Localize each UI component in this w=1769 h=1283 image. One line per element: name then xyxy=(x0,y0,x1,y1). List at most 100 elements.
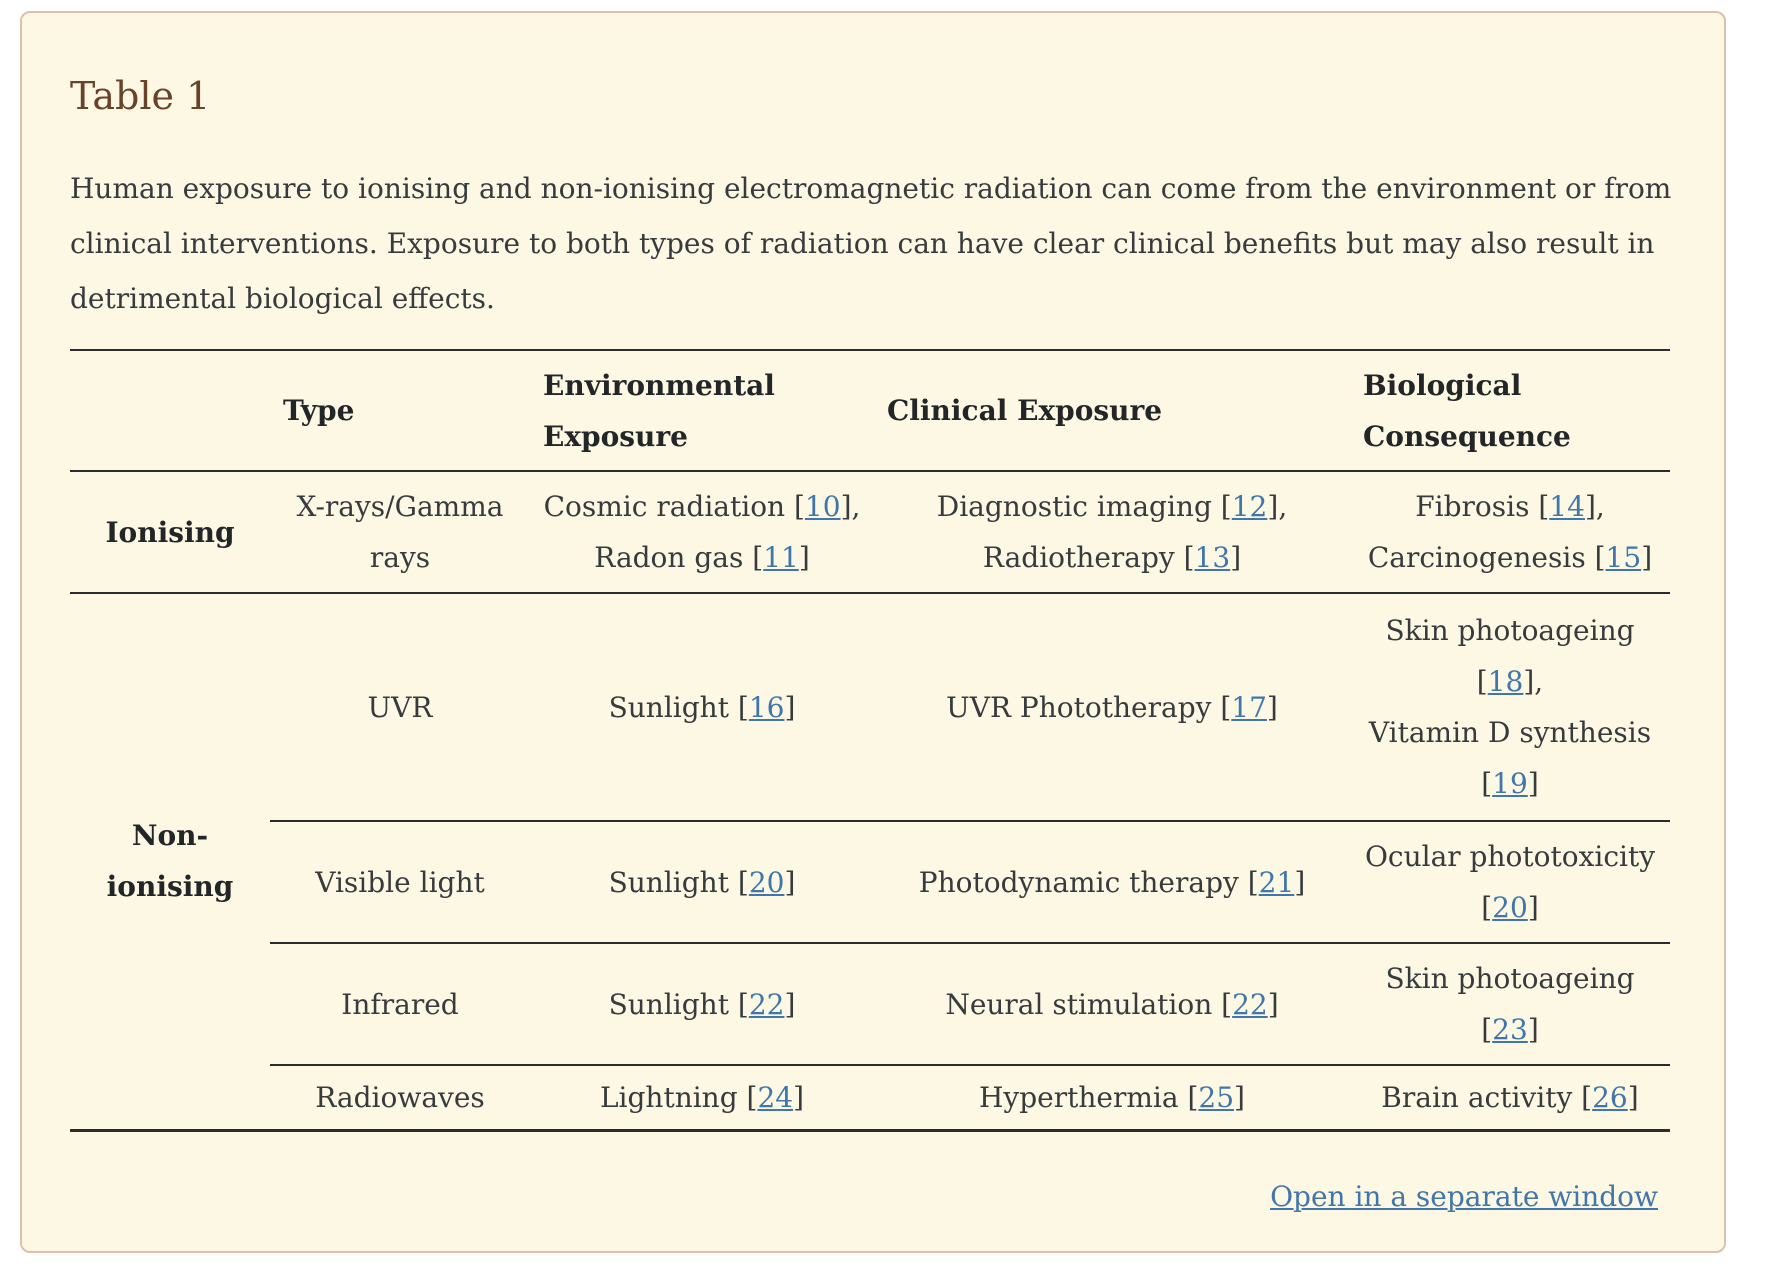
table-header: Type Environmental Exposure Clinical Exposu… xyxy=(70,350,1670,472)
table-cell: Skin photoageing [18], Vitamin D synthesis… xyxy=(1350,593,1670,822)
citation-link[interactable]: 20 xyxy=(1492,891,1528,924)
citation-link[interactable]: 10 xyxy=(804,490,841,523)
cell-line: Sunlight [22] xyxy=(608,987,796,1021)
table-cell: UVR Phototherapy [17] xyxy=(874,593,1350,822)
table-row: Ionising X-rays/Gamma rays Cosmic radiation… xyxy=(70,471,1670,594)
citation-link[interactable]: 12 xyxy=(1231,490,1268,523)
cell-line: Type xyxy=(283,394,355,427)
cell-line: Radiotherapy [13] xyxy=(982,541,1242,574)
cell-line: Non- xyxy=(131,819,209,853)
cell-line: [19] xyxy=(1481,767,1539,800)
citation-link[interactable]: 20 xyxy=(748,865,785,899)
table-cell: Brain activity [26] xyxy=(1350,1065,1670,1130)
table-cell: Cosmic radiation [10], Radon gas [11] xyxy=(530,471,874,594)
cell-line: Cosmic radiation [10], xyxy=(543,490,861,523)
radiation-exposure-table: Type Environmental Exposure Clinical Exposu… xyxy=(70,349,1670,1132)
table-cell: Ocular phototoxicity [20] xyxy=(1350,821,1670,944)
cell-line: ionising xyxy=(106,870,234,904)
cell-line: Radon gas [11] xyxy=(594,541,810,574)
citation-link[interactable]: 22 xyxy=(748,987,785,1021)
table-title: Table 1 xyxy=(70,74,211,118)
table-cell: Radiowaves xyxy=(270,1065,530,1130)
cell-line: [20] xyxy=(1481,891,1539,924)
cell-line: Vitamin D synthesis xyxy=(1368,716,1652,749)
citation-link[interactable]: 15 xyxy=(1605,541,1642,574)
cell-line: Visible light xyxy=(315,865,485,899)
cell-line: Photodynamic therapy [21] xyxy=(918,865,1306,899)
table-cell: X-rays/Gamma rays xyxy=(270,471,530,594)
cell-line: Lightning [24] xyxy=(599,1080,805,1114)
table-row: Infrared Sunlight [22] Neural stimulation … xyxy=(70,943,1670,1066)
table-row: Radiowaves Lightning [24] Hyperthermia [25… xyxy=(70,1065,1670,1130)
cell-line: Biological xyxy=(1363,368,1522,402)
table-cell: Lightning [24] xyxy=(530,1065,874,1130)
cell-line: Brain activity [26] xyxy=(1381,1080,1639,1114)
citation-link[interactable]: 16 xyxy=(748,690,785,724)
cell-line: Hyperthermia [25] xyxy=(979,1080,1245,1114)
cell-line: Ionising xyxy=(105,515,235,549)
cell-line: Infrared xyxy=(341,987,459,1021)
cell-line: Sunlight [20] xyxy=(608,865,796,899)
table-row: Visible light Sunlight [20] Photodynamic t… xyxy=(70,821,1670,944)
cell-line: Neural stimulation [22] xyxy=(945,987,1279,1021)
citation-link[interactable]: 19 xyxy=(1492,767,1528,800)
table-cell: Fibrosis [14], Carcinogenesis [15] xyxy=(1350,471,1670,594)
citation-link[interactable]: 17 xyxy=(1231,690,1267,724)
cell-line: Fibrosis [14], xyxy=(1415,490,1605,523)
cell-line: Radiowaves xyxy=(315,1080,485,1114)
cell-line: [23] xyxy=(1481,1013,1539,1046)
caption-line: clinical interventions. Exposure to both… xyxy=(70,227,1655,260)
cell-line: Exposure xyxy=(543,419,688,453)
cell-line: Ocular phototoxicity xyxy=(1364,840,1656,873)
table-caption: Human exposure to ionising and non-ionis… xyxy=(70,161,1671,326)
cell-line: Sunlight [16] xyxy=(608,690,796,724)
table-cell: Sunlight [16] xyxy=(530,593,874,822)
table-cell: Infrared xyxy=(270,943,530,1066)
citation-link[interactable]: 24 xyxy=(757,1080,794,1114)
table-cell: Sunlight [22] xyxy=(530,943,874,1066)
header-row: Type Environmental Exposure Clinical Exposu… xyxy=(70,350,1670,472)
table-cell: Sunlight [20] xyxy=(530,821,874,944)
cell-line: Skin photoageing xyxy=(1385,614,1635,647)
table-cell: Hyperthermia [25] xyxy=(874,1065,1350,1130)
cell-line: Consequence xyxy=(1363,419,1571,453)
column-header-environmental-exposure: Environmental Exposure xyxy=(530,350,874,472)
cell-line: Environmental xyxy=(543,368,775,402)
table-cell: Photodynamic therapy [21] xyxy=(874,821,1350,944)
column-header-type: Type xyxy=(270,350,530,472)
table-cell: UVR xyxy=(270,593,530,822)
table-cell: Skin photoageing [23] xyxy=(1350,943,1670,1066)
table-cell: Diagnostic imaging [12], Radiotherapy [13… xyxy=(874,471,1350,594)
caption-line: detrimental biological effects. xyxy=(70,282,495,315)
citation-link[interactable]: 18 xyxy=(1487,665,1524,698)
citation-link[interactable]: 11 xyxy=(763,541,799,574)
citation-link[interactable]: 21 xyxy=(1258,865,1295,899)
citation-link[interactable]: 25 xyxy=(1198,1080,1235,1114)
column-header-biological-consequence: Biological Consequence xyxy=(1350,350,1670,472)
table-row: Non-ionising UVR Sunlight [16] UVR Photothe… xyxy=(70,593,1670,903)
citation-link[interactable]: 13 xyxy=(1194,541,1231,574)
cell-line: X-rays/Gamma xyxy=(296,490,504,523)
citation-link[interactable]: 22 xyxy=(1232,987,1268,1021)
table-card: Table 1 Human exposure to ionising and n… xyxy=(20,11,1726,1253)
table-cell: Neural stimulation [22] xyxy=(874,943,1350,1066)
citation-link[interactable]: 23 xyxy=(1492,1013,1528,1046)
cell-line: Diagnostic imaging [12], xyxy=(936,490,1288,523)
cell-line: rays xyxy=(369,541,431,574)
row-group-ionising: Ionising xyxy=(70,471,270,594)
table-cell: Visible light xyxy=(270,821,530,944)
citation-link[interactable]: 14 xyxy=(1549,490,1585,523)
cell-line: Skin photoageing xyxy=(1385,962,1635,995)
cell-line: Clinical Exposure xyxy=(887,394,1163,427)
column-header-row-group xyxy=(70,350,270,472)
table-body: Ionising X-rays/Gamma rays Cosmic radiation… xyxy=(70,471,1670,1130)
citation-link[interactable]: 26 xyxy=(1592,1080,1628,1114)
caption-line: Human exposure to ionising and non-ionis… xyxy=(70,172,1672,205)
cell-line: [18], xyxy=(1476,665,1544,698)
row-group-non-ionising: Non-ionising xyxy=(70,593,270,1130)
open-separate-window-link[interactable]: Open in a separate window xyxy=(1270,1180,1658,1213)
cell-line: UVR Phototherapy [17] xyxy=(946,690,1278,724)
cell-line: Carcinogenesis [15] xyxy=(1367,541,1653,574)
cell-line: UVR xyxy=(367,690,433,724)
column-header-clinical-exposure: Clinical Exposure xyxy=(874,350,1350,472)
